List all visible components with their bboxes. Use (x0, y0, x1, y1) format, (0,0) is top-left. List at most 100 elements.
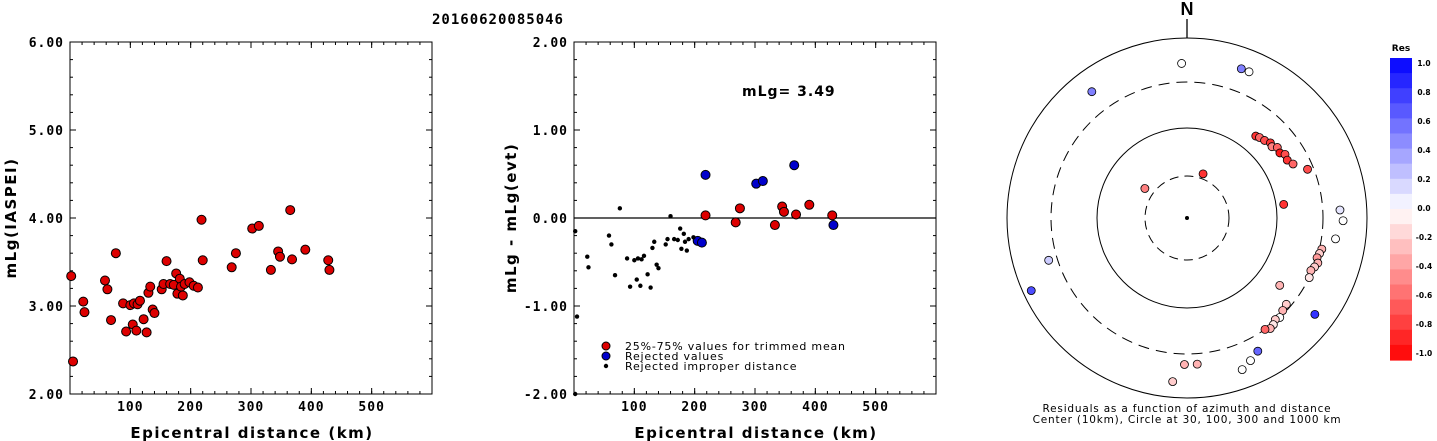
data-point (161, 256, 172, 267)
data-point (106, 315, 117, 326)
station-point (1335, 205, 1345, 215)
improper-distance-point (654, 262, 659, 267)
y-tick-label: 2.00 (29, 388, 64, 403)
improper-distance-point (663, 242, 668, 247)
data-point (226, 262, 237, 273)
y-axis-title: mLg(IASPEI) (2, 158, 20, 279)
trimmed-mean-point (700, 210, 711, 221)
colorbar-swatch (1390, 224, 1412, 240)
x-tick-labels: 100 200 300 400 500 (117, 400, 384, 415)
event-title: 20160620085046 (432, 12, 564, 28)
y-tick-label: 0.00 (533, 212, 568, 227)
improper-distance-point (665, 236, 670, 242)
improper-distance-point (679, 246, 684, 251)
y-axis-title: mLg - mLg(evt) (502, 143, 520, 293)
tick-marks (69, 41, 433, 395)
improper-distance-point (573, 229, 578, 234)
epicenter-marker (1185, 216, 1189, 220)
station-point (1244, 67, 1254, 77)
x-tick-label: 100 (621, 400, 647, 415)
improper-distance-point (682, 239, 688, 244)
station-point (1026, 286, 1036, 296)
rejected-point (700, 169, 711, 180)
improper-distance-point (648, 285, 653, 290)
improper-distance-point (586, 265, 591, 270)
data-point (274, 251, 285, 262)
station-point (1198, 169, 1208, 179)
rejected-point (789, 160, 800, 171)
x-tick-labels: 100 200 300 400 500 (621, 400, 888, 415)
station-point (1304, 273, 1314, 283)
x-tick-label: 100 (117, 400, 143, 415)
colorbar-swatch (1390, 148, 1412, 165)
improper-distance-point (668, 214, 673, 219)
colorbar-tick-label: 0.4 (1417, 146, 1430, 155)
data-point (110, 248, 121, 259)
polar-caption-line-2: Center (10km), Circle at 30, 100, 300 an… (1033, 414, 1342, 426)
data-point (138, 314, 149, 325)
colorbar-tick-label: -0.6 (1416, 291, 1432, 300)
colorbar-swatch (1390, 254, 1412, 270)
improper-distance-point (585, 254, 590, 259)
ring-300km (1050, 81, 1324, 355)
colorbar-swatch (1390, 314, 1412, 331)
station-point (1177, 59, 1187, 68)
y-tick-label: 2.00 (533, 36, 568, 51)
data-point (324, 264, 335, 275)
polar-caption-line-1: Residuals as a function of azimuth and d… (1043, 403, 1332, 415)
north-label: N (1181, 0, 1194, 19)
colorbar-swatch (1390, 344, 1412, 361)
colorbar-tick-label: -0.4 (1416, 262, 1432, 271)
data-point (177, 290, 188, 301)
station-point (1246, 356, 1255, 366)
data-point (99, 275, 110, 286)
improper-distance-point (645, 272, 650, 277)
x-tick-label: 500 (358, 400, 384, 415)
station-point (1275, 280, 1285, 290)
improper-distance-point (638, 283, 643, 288)
trimmed-mean-point (734, 203, 745, 214)
colorbar-swatch (1390, 103, 1412, 119)
station-point (1310, 309, 1320, 319)
y-tick-label: -1.00 (524, 300, 568, 315)
colorbar-tick-label: -0.8 (1416, 320, 1432, 329)
improper-distance-point (641, 253, 647, 259)
data-point (285, 205, 296, 216)
data-point (134, 295, 145, 306)
azimuth-distance-polar-plot: N Residuals as a function of azimuth and… (1006, 0, 1368, 426)
y-tick-label: 1.00 (533, 124, 568, 139)
legend-label: 25%-75% values for trimmed mean (625, 340, 846, 353)
x-tick-label: 400 (802, 400, 828, 415)
improper-distance-point (652, 239, 657, 244)
improper-distance-point (632, 258, 637, 263)
station-point (1253, 346, 1263, 356)
improper-distance-point (675, 237, 680, 243)
trimmed-mean-point (804, 199, 815, 210)
station-point (1180, 360, 1189, 369)
legend-label: Rejected values (625, 350, 724, 363)
y-tick-label: -2.00 (524, 388, 568, 403)
colorbar-swatch (1390, 163, 1412, 180)
legend-marker (603, 363, 609, 369)
station-point (1140, 184, 1150, 193)
x-axis-title: Epicentral distance (km) (634, 424, 877, 441)
rejected-point (696, 237, 707, 248)
station-point (1303, 164, 1312, 174)
y-tick-label: 6.00 (29, 36, 64, 51)
y-tick-label: 4.00 (29, 212, 64, 227)
improper-distance-point (681, 231, 687, 237)
data-point (149, 308, 160, 319)
rejected-point (828, 220, 839, 231)
colorbar-swatch (1390, 193, 1412, 210)
improper-distance-point (656, 265, 661, 271)
y-tick-labels: -2.00 -1.00 0.00 1.00 2.00 (524, 36, 568, 403)
colorbar-swatch (1390, 329, 1412, 346)
colorbar-tick-label: 1.0 (1417, 59, 1430, 68)
data-point (78, 296, 89, 307)
improper-distance-point (627, 284, 633, 289)
x-axis-title: Epicentral distance (km) (130, 424, 373, 441)
x-tick-label: 400 (298, 400, 324, 415)
data-point (323, 255, 334, 266)
data-point (145, 281, 156, 292)
